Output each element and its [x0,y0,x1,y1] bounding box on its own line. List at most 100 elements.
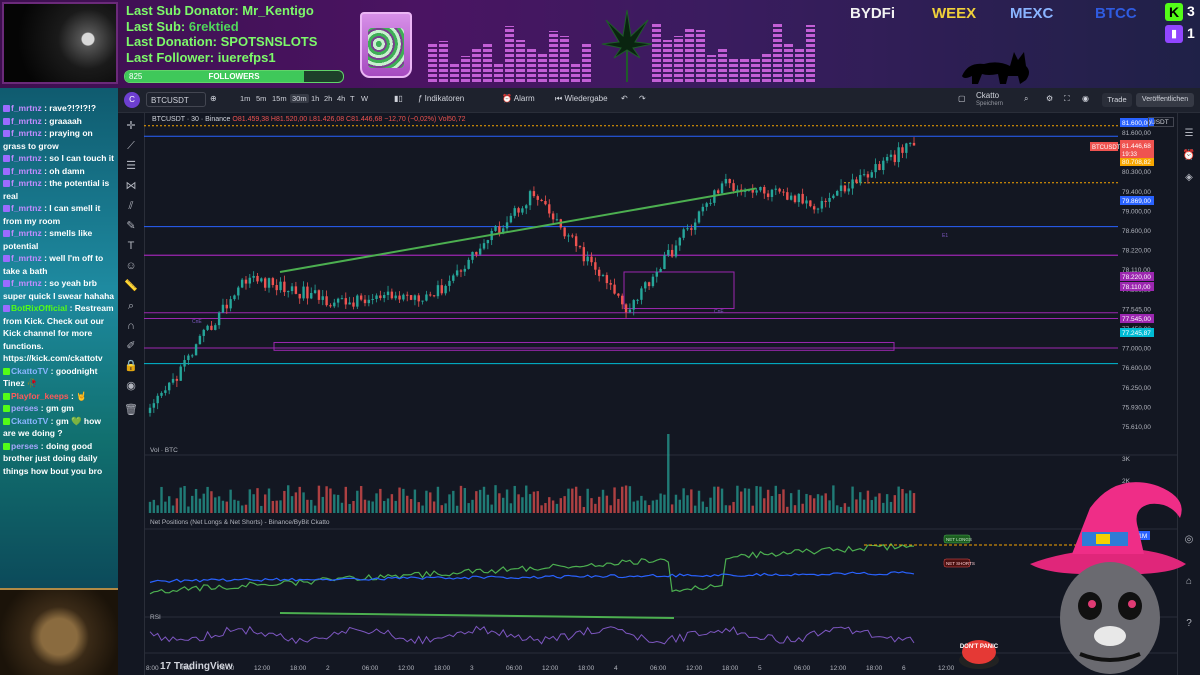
volume-bar [294,492,298,513]
price-axis-label: 78.600,00 [1122,228,1151,235]
lock-drawings-icon[interactable]: ✐ [126,340,136,352]
tf-1h[interactable]: 1h [311,94,320,103]
publish-button[interactable]: Veröffentlichen [1136,93,1194,107]
candle-body [690,228,693,230]
equalizer-bar [795,48,804,82]
tf-4h[interactable]: 4h [337,94,346,103]
volume-bar [740,491,743,513]
chat-username[interactable]: perses [11,403,39,413]
pattern-icon[interactable]: ⋈ [125,180,137,192]
chat-username[interactable]: f_mrtnz [11,203,42,213]
alarm-button[interactable]: ⏰ Alarm [502,94,535,103]
symbol-search-input[interactable]: BTCUSDT [146,92,206,107]
candle-body [655,271,658,277]
compare-icon[interactable]: ⊕ [210,94,217,103]
price-tag-label: 77.545,00 [1122,316,1151,323]
brush-icon[interactable]: ✎ [126,220,136,232]
candle-body [563,227,566,237]
chat-message: f_mrtnz : graaaah [0,115,118,128]
layers-icon[interactable]: ◈ [1185,172,1193,183]
zoom-icon[interactable]: ⌕ [127,300,135,312]
volume-bar [325,486,328,513]
candle-body [548,204,551,214]
tf-2h[interactable]: 2h [324,94,333,103]
candle-body [225,304,228,309]
chat-username[interactable]: f_mrtnz [11,103,42,113]
volume-bar [555,503,559,513]
chat-username[interactable]: f_mrtnz [11,228,42,238]
trendline-icon[interactable]: ⟋ [127,140,135,152]
volume-axis-label: 2K [1122,478,1131,485]
redo-icon[interactable]: ↷ [639,94,646,103]
fullscreen-icon[interactable]: ⛶ [1064,94,1070,103]
layout-icon[interactable]: ▢ [958,94,966,103]
settings-icon[interactable]: ⚙ [1046,94,1054,103]
fib-icon[interactable]: ⫽ [128,200,134,212]
user-avatar[interactable]: C [124,92,140,108]
search-icon[interactable]: ⌕ [1024,94,1029,103]
chat-text: Restream from Kick. Check out our Kick c… [3,303,114,363]
chat-username[interactable]: f_mrtnz [11,165,42,176]
magnet-icon[interactable]: ∩ [127,320,135,332]
last-price-label: 81.446,68 [1122,143,1151,150]
chat-text: graaaah [49,115,82,126]
volume-bar [256,488,259,513]
watchlist-icon[interactable]: ☰ [1184,128,1194,139]
chat-text: so yeah brb super quick I swear hahaha [3,278,115,301]
tf-day[interactable]: T [350,94,355,103]
currency-select[interactable]: USDT [1148,117,1174,127]
text-icon[interactable]: T [127,240,135,252]
candle-body [348,302,351,305]
volume-bar [498,493,501,513]
chat-username[interactable]: f_mrtnz [11,278,42,288]
chat-username[interactable]: BotRixOfficial [11,303,68,313]
chat-username[interactable]: CkattoTV [11,415,49,426]
time-axis-label: 06:00 [794,665,811,672]
eye-icon[interactable]: ◉ [126,380,136,392]
chat-username[interactable]: Playfor_keeps [11,390,69,401]
lock-icon[interactable]: 🔒 [124,360,138,372]
tf-1m[interactable]: 1m [240,94,251,103]
candle-type-icon[interactable]: ▮▯ [394,94,403,103]
chat-username[interactable]: CkattoTV [11,365,49,376]
undo-icon[interactable]: ↶ [621,94,628,103]
help-icon[interactable]: ? [1186,618,1192,629]
trade-button[interactable]: Trade [1102,93,1132,107]
chat-username[interactable]: perses [11,440,39,451]
candle-body [448,280,451,286]
tip-jar-icon [360,12,412,78]
alerts-icon[interactable]: ⏰ [1182,150,1196,161]
chat-username[interactable]: f_mrtnz [11,178,42,188]
chat-username[interactable]: f_mrtnz [11,115,42,126]
trash-icon[interactable]: 🗑 [124,404,138,416]
net-shorts-line [149,571,915,583]
chat-username[interactable]: f_mrtnz [11,153,42,163]
volume-bar [836,505,839,513]
indicators-icon: ƒ [418,94,425,103]
time-axis-label: 3 [470,665,474,672]
volume-bar [198,498,202,513]
volume-bar [390,494,394,513]
crosshair-icon[interactable]: ✛ [126,120,136,132]
tf-15m[interactable]: 15m [272,94,287,103]
chat-username[interactable]: f_mrtnz [11,128,42,138]
tf-week[interactable]: W [361,94,369,103]
tradingview-window: C BTCUSDT ⊕ 1m 5m 15m 30m 1h 2h 4h T W ▮… [118,88,1200,675]
emoji-icon[interactable]: ☺ [125,260,137,272]
volume-bar [885,494,889,513]
horizontal-lines-icon[interactable]: ☰ [126,160,136,172]
volume-bar [452,490,455,513]
volume-bar [824,493,827,513]
layout-name[interactable]: Ckatto Speichern [976,91,1003,109]
ideas-icon[interactable]: ⌂ [1185,576,1193,587]
chat-username[interactable]: f_mrtnz [11,253,42,263]
chat-text: 🤘 [76,390,87,401]
tf-30m[interactable]: 30m [290,94,309,103]
tf-5m[interactable]: 5m [256,94,267,103]
indicators-button[interactable]: ƒ Indikatoren [418,94,464,103]
camera-icon[interactable]: ◉ [1082,94,1089,103]
candle-body [793,195,797,203]
replay-button[interactable]: ⏮ Wiedergabe [555,94,608,104]
chat-icon[interactable]: ◎ [1184,534,1194,545]
ruler-icon[interactable]: 📏 [124,280,138,292]
